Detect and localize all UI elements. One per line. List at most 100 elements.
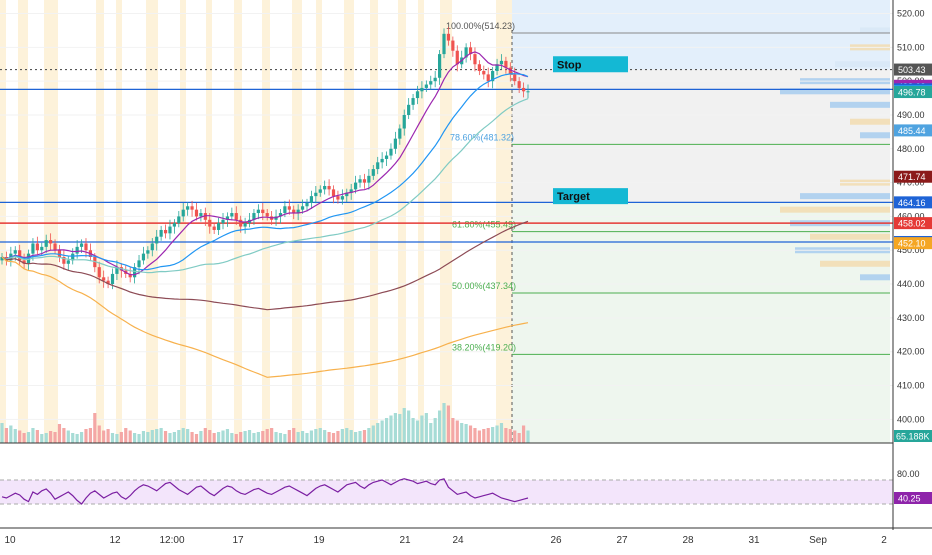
candle-body [283, 206, 287, 214]
price-tick-label: 410.00 [897, 381, 925, 391]
volume-bar [398, 414, 402, 443]
candle-body [18, 250, 22, 261]
candle-body [252, 213, 256, 220]
candle-body [336, 196, 340, 200]
candle-body [225, 216, 230, 220]
price-value-tag-label: 452.10 [898, 239, 926, 249]
volume-bar [327, 432, 331, 443]
price-tick-label: 520.00 [897, 9, 925, 19]
volume-bar [168, 433, 172, 443]
annotation-box [553, 188, 628, 205]
candle-body [526, 91, 530, 93]
price-value-tag [894, 196, 932, 209]
candle-body [420, 87, 424, 92]
volume-bar [455, 420, 459, 443]
candle-body [186, 206, 190, 210]
volume-bar [415, 420, 420, 443]
moving-average-line [1, 73, 529, 271]
volume-bar [124, 428, 128, 443]
volume-bar [274, 432, 278, 443]
price-tick-label: 510.00 [897, 42, 925, 52]
volume-bar [137, 434, 141, 443]
time-tick-label: 27 [616, 535, 628, 546]
candle-body [323, 185, 327, 190]
candle-body [31, 243, 35, 254]
candle-body [243, 223, 247, 227]
candle-body [13, 250, 17, 254]
candle-body [239, 219, 243, 227]
session-shading [234, 0, 242, 443]
session-shading [146, 0, 158, 443]
volume-value-tag [894, 430, 932, 442]
candle-body [212, 226, 216, 230]
volume-bar [234, 434, 238, 443]
candle-body [451, 40, 455, 51]
time-tick-label: 19 [313, 535, 325, 546]
volume-bar [486, 428, 490, 443]
volume-bar [9, 425, 13, 443]
candle-body [177, 216, 181, 224]
rsi-value-tag [894, 492, 932, 504]
candle-body [455, 50, 459, 65]
candle-body [102, 277, 106, 281]
candle-body [389, 148, 393, 156]
candle-body [292, 209, 296, 214]
volume-bar [163, 431, 168, 443]
time-tick-label: 17 [232, 535, 244, 546]
candle-body [133, 267, 137, 278]
volume-bar [199, 431, 203, 443]
annotation-box [553, 56, 628, 73]
candle-body [398, 128, 402, 139]
volume-bar [402, 408, 406, 443]
candle-body [393, 138, 397, 149]
candle-body [504, 60, 508, 68]
candle-body [499, 60, 504, 65]
rsi-line [1, 478, 529, 505]
candle-body [168, 226, 172, 234]
candle-body [300, 206, 305, 210]
annotation-label: Target [557, 191, 590, 203]
volume-bar [521, 425, 526, 443]
price-tick-label: 400.00 [897, 414, 925, 424]
candle-body [473, 54, 477, 65]
candle-body [468, 47, 473, 55]
volume-profile-bar [810, 233, 890, 240]
volume-bar [102, 430, 106, 443]
volume-profile-bar [800, 193, 890, 200]
candle-body [155, 236, 159, 244]
volume-bar [323, 430, 327, 443]
volume-bar [477, 430, 481, 443]
volume-bar [526, 430, 530, 443]
candle-body [415, 91, 420, 99]
volume-bar [150, 430, 154, 443]
volume-bar [53, 432, 57, 443]
price-value-tag-label: 503.43 [898, 65, 926, 75]
candle-body [40, 246, 44, 251]
candle-body [482, 71, 486, 75]
candle-body [362, 179, 367, 183]
moving-average-line [1, 220, 529, 311]
volume-bar [362, 430, 367, 443]
volume-bar [468, 425, 473, 443]
volume-bar [442, 403, 446, 443]
annotation-label: Stop [557, 59, 582, 71]
candle-body [424, 84, 428, 88]
volume-bar [212, 433, 216, 443]
candle-body [513, 74, 517, 82]
fib-level-label: 100.00%(514.23) [446, 21, 515, 31]
volume-bar [349, 430, 353, 443]
candle-body [314, 192, 318, 197]
candle-body [234, 213, 238, 220]
volume-bar [261, 431, 265, 443]
candle-body [376, 162, 380, 170]
volume-profile-bar [780, 88, 890, 95]
volume-profile-bar [835, 61, 890, 68]
candle-body [491, 71, 495, 82]
price-tick-label: 420.00 [897, 347, 925, 357]
candle-body [349, 189, 353, 193]
volume-bar [367, 428, 371, 443]
candle-body [71, 253, 75, 261]
price-value-tag-label: 485.44 [898, 126, 926, 136]
